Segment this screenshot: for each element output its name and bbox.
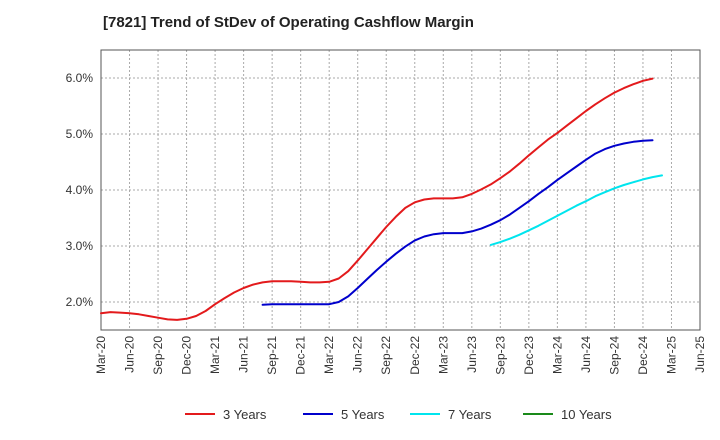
y-tick-label: 6.0% xyxy=(66,71,94,85)
x-tick-label: Mar-21 xyxy=(208,336,222,374)
x-tick-label: Dec-22 xyxy=(408,336,422,375)
x-tick-label: Dec-24 xyxy=(636,336,650,375)
x-tick-label: Sep-20 xyxy=(151,336,165,375)
legend-label-5-years: 5 Years xyxy=(341,407,385,422)
x-tick-label: Jun-25 xyxy=(693,336,707,373)
x-tick-label: Sep-24 xyxy=(607,336,621,375)
x-tick-label: Mar-25 xyxy=(664,336,678,374)
y-axis-tick-labels: 2.0% 3.0% 4.0% 5.0% 6.0% xyxy=(66,71,94,309)
legend-label-7-years: 7 Years xyxy=(448,407,492,422)
series-line-7-years xyxy=(489,174,663,246)
x-tick-label: Sep-22 xyxy=(379,336,393,375)
legend: 3 Years 5 Years 7 Years 10 Years xyxy=(185,407,612,422)
x-tick-label: Sep-23 xyxy=(493,336,507,375)
legend-label-10-years: 10 Years xyxy=(561,407,612,422)
x-tick-label: Jun-23 xyxy=(465,336,479,373)
x-axis-tick-labels: Mar-20 Jun-20 Sep-20 Dec-20 Mar-21 Jun-21 Sep-… xyxy=(94,336,707,375)
x-tick-label: Mar-20 xyxy=(94,336,108,374)
x-tick-label: Mar-22 xyxy=(322,336,336,374)
plot-area-frame xyxy=(100,49,701,331)
chart-title: [7821] Trend of StDev of Operating Cashf… xyxy=(103,14,474,31)
grid-lines xyxy=(101,50,700,330)
x-tick-label: Jun-24 xyxy=(579,336,593,373)
x-tick-label: Jun-21 xyxy=(237,336,251,373)
y-tick-label: 5.0% xyxy=(66,127,94,141)
series-line-3-years xyxy=(100,77,654,321)
series-line-5-years xyxy=(261,139,654,306)
x-tick-label: Jun-22 xyxy=(351,336,365,373)
x-tick-label: Dec-23 xyxy=(522,336,536,375)
y-tick-label: 4.0% xyxy=(66,183,94,197)
y-tick-label: 2.0% xyxy=(66,295,94,309)
legend-label-3-years: 3 Years xyxy=(223,407,267,422)
x-tick-label: Mar-24 xyxy=(550,336,564,374)
series-lines xyxy=(100,77,663,321)
x-tick-label: Dec-20 xyxy=(180,336,194,375)
x-tick-label: Jun-20 xyxy=(123,336,137,373)
x-tick-label: Dec-21 xyxy=(294,336,308,375)
x-tick-label: Mar-23 xyxy=(436,336,450,374)
x-tick-label: Sep-21 xyxy=(265,336,279,375)
y-tick-label: 3.0% xyxy=(66,239,94,253)
